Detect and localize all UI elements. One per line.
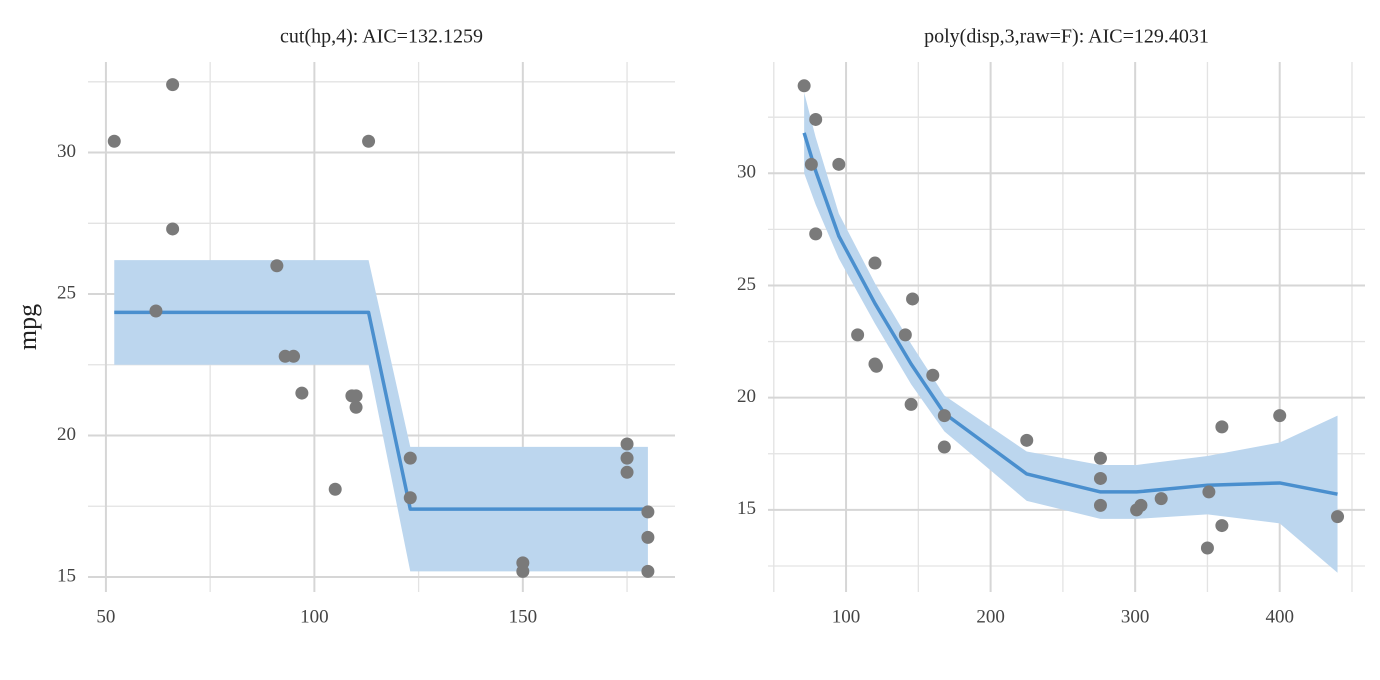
point — [166, 78, 180, 92]
point — [809, 112, 823, 126]
x-tick-label: 50 — [96, 606, 115, 627]
point — [1093, 498, 1107, 512]
point — [1200, 541, 1214, 555]
fit-line — [114, 310, 648, 511]
point — [906, 292, 920, 306]
y-tick-label: 20 — [737, 386, 756, 407]
point — [641, 505, 655, 519]
y-tick-label: 15 — [737, 498, 756, 519]
point — [804, 157, 818, 171]
point — [349, 400, 363, 414]
point — [403, 451, 417, 465]
point — [1020, 433, 1034, 447]
point — [107, 134, 121, 148]
point — [1202, 485, 1216, 499]
point — [295, 386, 309, 400]
point — [270, 259, 284, 273]
point — [868, 256, 882, 270]
point — [851, 328, 865, 342]
y-tick-label: 20 — [57, 424, 76, 445]
point — [937, 409, 951, 423]
point — [1134, 498, 1148, 512]
point — [797, 79, 811, 93]
x-tick-label: 100 — [300, 606, 329, 627]
y-tick-label: 15 — [57, 565, 76, 586]
point — [641, 564, 655, 578]
point — [641, 530, 655, 544]
point — [1273, 409, 1287, 423]
point — [516, 564, 530, 578]
point — [937, 440, 951, 454]
point — [166, 222, 180, 236]
point — [149, 304, 163, 318]
panel-title: poly(disp,3,raw=F): AIC=129.4031 — [924, 26, 1209, 48]
x-tick-label: 100 — [832, 606, 861, 627]
y-tick-label: 25 — [57, 282, 76, 303]
y-tick-label: 30 — [737, 162, 756, 183]
point — [1154, 492, 1168, 506]
x-tick-label: 200 — [976, 606, 1005, 627]
point — [926, 368, 940, 382]
fit-line — [802, 132, 1338, 496]
point — [869, 359, 883, 373]
point — [1093, 471, 1107, 485]
point — [898, 328, 912, 342]
point — [349, 389, 363, 403]
point — [620, 437, 634, 451]
x-tick-label: 150 — [509, 606, 538, 627]
point — [904, 397, 918, 411]
point — [832, 157, 846, 171]
point — [620, 465, 634, 479]
point — [403, 491, 417, 505]
point — [362, 134, 376, 148]
y-tick-label: 30 — [57, 141, 76, 162]
confidence-band — [114, 260, 648, 572]
point — [1331, 510, 1345, 524]
point — [328, 482, 342, 496]
y-axis-label: mpg — [13, 304, 42, 350]
point — [620, 451, 634, 465]
point — [1215, 420, 1229, 434]
panel-title: cut(hp,4): AIC=132.1259 — [280, 26, 483, 48]
point — [287, 349, 301, 363]
point — [1093, 451, 1107, 465]
point — [1215, 519, 1229, 533]
x-tick-label: 300 — [1121, 606, 1150, 627]
point — [809, 227, 823, 241]
x-tick-label: 400 — [1265, 606, 1294, 627]
confidence-band — [804, 92, 1338, 573]
y-tick-label: 25 — [737, 274, 756, 295]
